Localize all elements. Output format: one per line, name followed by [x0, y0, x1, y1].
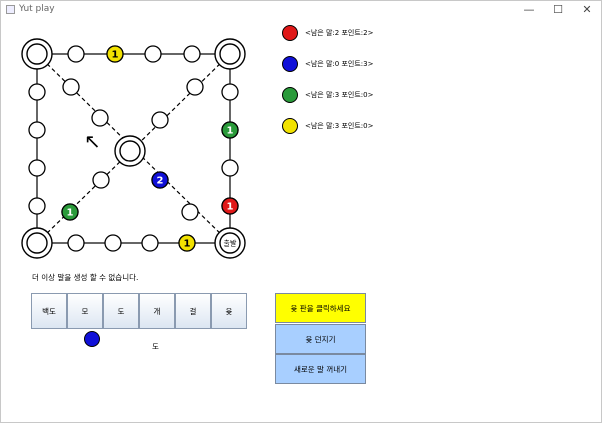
player-green-dot	[282, 87, 298, 103]
piece-count: 1	[112, 50, 119, 61]
board-node[interactable]	[183, 45, 201, 63]
yut-yut-button[interactable]: 윷	[211, 293, 247, 329]
game-piece[interactable]: 1	[221, 121, 239, 139]
new-piece-button[interactable]: 새로운 말 꺼내기	[275, 354, 366, 384]
board-node[interactable]	[28, 159, 46, 177]
board-station-node[interactable]	[21, 227, 53, 259]
board-node[interactable]	[67, 45, 85, 63]
board-node[interactable]	[141, 234, 159, 252]
board-node[interactable]	[28, 197, 46, 215]
throw-yut-button[interactable]: 윷 던지기	[275, 324, 366, 354]
board-node[interactable]	[67, 234, 85, 252]
minimize-button[interactable]: —	[523, 3, 535, 16]
board-node[interactable]	[221, 83, 239, 101]
yut-result-buttons: 백도 모 도 개 걸 윷	[31, 293, 251, 329]
player-yellow-dot	[282, 118, 298, 134]
player-row-green: <남은 말:3 포인트:0>	[280, 87, 480, 107]
current-player-dot	[84, 331, 100, 347]
board-node[interactable]	[62, 78, 80, 96]
status-message: 더 이상 말을 생성 할 수 없습니다.	[32, 273, 139, 282]
board-node[interactable]	[28, 83, 46, 101]
yut-geol-button[interactable]: 걸	[175, 293, 211, 329]
window-title: Yut play	[19, 4, 55, 14]
maximize-button[interactable]: ☐	[553, 3, 563, 16]
board-node[interactable]	[181, 203, 199, 221]
game-piece[interactable]: 2	[151, 171, 169, 189]
player-yellow-info: <남은 말:3 포인트:0>	[305, 122, 374, 130]
yut-mo-button[interactable]: 모	[67, 293, 103, 329]
cursor-arrow-icon: ↖	[84, 129, 101, 153]
title-bar: Yut play — ☐ ✕	[1, 1, 601, 19]
board-station-node[interactable]	[21, 38, 53, 70]
board-node[interactable]	[92, 171, 110, 189]
board-node[interactable]	[221, 159, 239, 177]
game-piece[interactable]: 1	[61, 203, 79, 221]
board-node[interactable]	[28, 121, 46, 139]
piece-count: 1	[227, 126, 234, 137]
close-button[interactable]: ✕	[582, 3, 592, 16]
player-red-info: <남은 말:2 포인트:2>	[305, 29, 374, 37]
board-station-node[interactable]	[114, 135, 146, 167]
board-station-node[interactable]	[214, 38, 246, 70]
game-piece[interactable]: 1	[178, 234, 196, 252]
board-node[interactable]	[91, 109, 109, 127]
yut-gae-button[interactable]: 개	[139, 293, 175, 329]
player-blue-info: <남은 말:0 포인트:3>	[305, 60, 374, 68]
board-outline	[36, 53, 231, 244]
player-blue-dot	[282, 56, 298, 72]
board-goal-node[interactable]	[214, 227, 246, 259]
game-piece[interactable]: 1	[221, 197, 239, 215]
piece-count: 1	[227, 202, 234, 213]
piece-count: 1	[184, 239, 191, 250]
board-node[interactable]	[151, 111, 169, 129]
player-row-red: <남은 말:2 포인트:2>	[280, 25, 480, 45]
board-node[interactable]	[144, 45, 162, 63]
player-red-dot	[282, 25, 298, 41]
piece-count: 2	[157, 176, 164, 187]
player-row-yellow: <남은 말:3 포인트:0>	[280, 118, 480, 138]
click-board-prompt-button[interactable]: 윷 판을 클릭하세요	[275, 293, 366, 323]
player-green-info: <남은 말:3 포인트:0>	[305, 91, 374, 99]
board-node[interactable]	[104, 234, 122, 252]
yut-backdo-button[interactable]: 백도	[31, 293, 67, 329]
piece-count: 1	[67, 208, 74, 219]
throw-result: 도	[152, 342, 159, 351]
goal-label: 출발	[224, 239, 237, 248]
game-piece[interactable]: 1	[106, 45, 124, 63]
app-icon	[6, 5, 15, 14]
player-row-blue: <남은 말:0 포인트:3>	[280, 56, 480, 76]
board-node[interactable]	[186, 78, 204, 96]
yut-do-button[interactable]: 도	[103, 293, 139, 329]
